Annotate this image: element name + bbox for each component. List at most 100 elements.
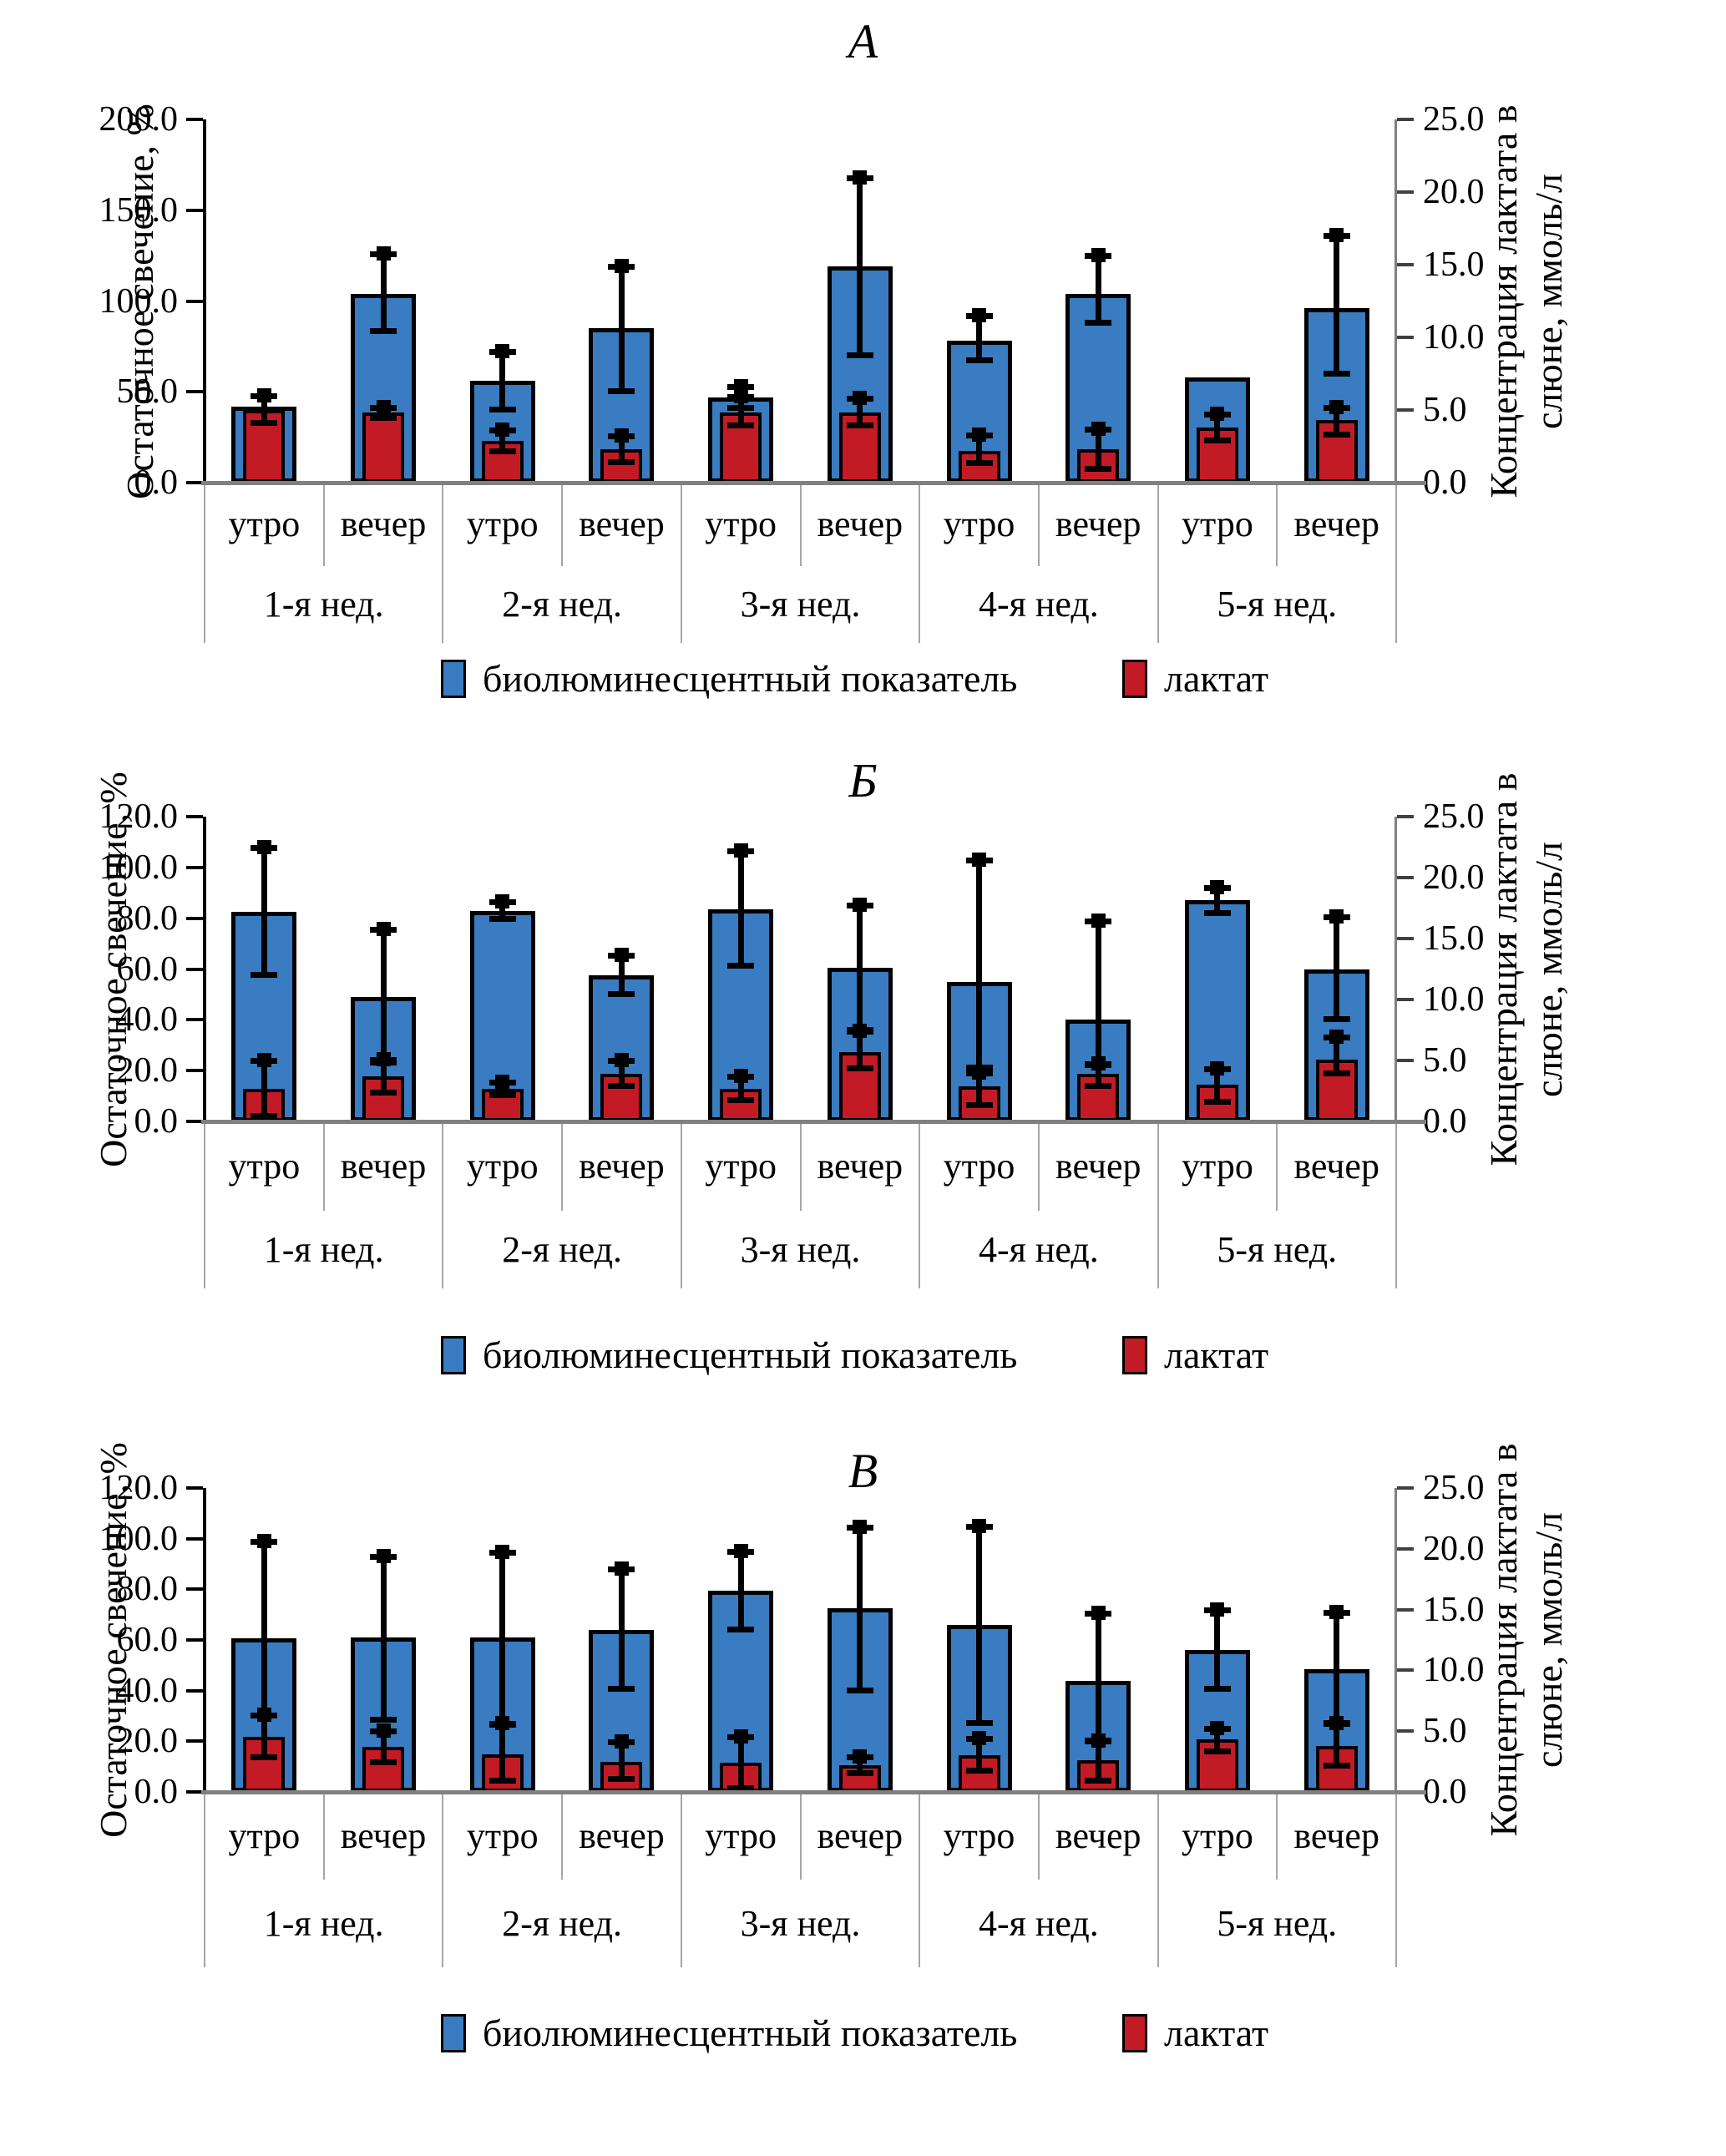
red-error-bar-line (737, 397, 744, 427)
red-error-bar-top-marker (376, 1723, 391, 1738)
blue-error-bar-top-marker (1091, 1606, 1106, 1621)
left-axis-tick-label: 20.0 (116, 1722, 179, 1761)
table-separator-time (1395, 1792, 1397, 1880)
right-axis-title-text: Концентрация лактата в слюне, ммоль/л (1481, 104, 1572, 498)
blue-error-bar-line (618, 954, 625, 994)
week-label: 3-я нед. (740, 584, 861, 625)
right-axis-tick (1397, 876, 1414, 879)
week-label: 3-я нед. (740, 1228, 861, 1270)
red-error-bar-cap-bottom (488, 1777, 516, 1784)
legend-label-bioluminescent: биолюминесцентный показатель (483, 1334, 1018, 1376)
left-axis-tick-label: 0.0 (134, 1773, 179, 1811)
left-axis-tick (186, 390, 203, 394)
left-axis-line (203, 119, 206, 483)
red-error-bar-cap-bottom (488, 1092, 516, 1099)
red-error-bar-cap-bottom (251, 1754, 278, 1761)
legend-swatch-lactate (1122, 660, 1147, 698)
red-error-bar-cap-bottom (608, 1776, 635, 1783)
right-axis-tick (1397, 336, 1414, 339)
legend-label-bioluminescent: биолюминесцентный показатель (483, 2012, 1018, 2054)
blue-error-bar-top-marker (614, 259, 629, 274)
time-label: утро (705, 1814, 777, 1856)
blue-error-bar-line (499, 1552, 506, 1725)
red-error-bar-line (1214, 1728, 1221, 1752)
plot-area: 200.0 150.0 100.0 50.0 0.0 25.0 20.0 15.0 10.0 5.… (99, 100, 1485, 502)
blue-error-bar-top-marker (495, 1545, 510, 1560)
right-axis-line (1394, 817, 1397, 1121)
red-error-bar-top-marker (853, 1749, 868, 1764)
blue-error-bar-top-marker (256, 1533, 271, 1548)
blue-error-bar-cap-bottom (608, 388, 635, 395)
right-axis-tick-label: 25.0 (1423, 797, 1485, 836)
red-error-bar-top-marker (614, 1734, 629, 1749)
blue-error-bar-top-marker (376, 922, 391, 937)
red-error-bar-top-marker (1091, 421, 1106, 436)
time-label: утро (943, 504, 1015, 544)
table-separator-time (204, 1792, 205, 1880)
right-axis-tick-label: 25.0 (1423, 1469, 1485, 1507)
week-label: 1-я нед. (263, 1902, 384, 1944)
blue-error-bar-line (1334, 235, 1340, 374)
blue-error-bar-line (737, 851, 744, 967)
red-error-bar-top-marker (1329, 399, 1344, 414)
table-separator-time (1037, 1792, 1040, 1880)
blue-error-bar-line (261, 847, 267, 976)
table-separator-time (919, 483, 921, 566)
time-label: вечер (579, 504, 665, 544)
left-axis-tick-label: 0.0 (134, 463, 179, 502)
red-error-bar-top-marker (1091, 1056, 1106, 1071)
time-label: утро (1182, 504, 1253, 544)
table-separator-time (561, 483, 564, 566)
blue-error-bar-cap-bottom (965, 357, 993, 364)
red-error-bar-top-marker (853, 391, 868, 406)
red-error-bar-cap-bottom (965, 1102, 993, 1109)
blue-error-bar-top-marker (1329, 228, 1344, 243)
table-separator-week (680, 1211, 682, 1288)
panel-title: В (848, 1444, 878, 1498)
blue-error-bar-cap-bottom (251, 972, 278, 979)
red-error-bar-line (1334, 1723, 1340, 1767)
blue-error-bar-cap-bottom (1203, 1686, 1231, 1693)
right-axis-tick (1397, 1607, 1414, 1612)
legend-label-bioluminescent: биолюминесцентный показатель (483, 657, 1018, 700)
table-separator-time (1395, 483, 1397, 566)
right-axis-tick (1397, 190, 1414, 194)
time-label: вечер (1293, 1814, 1379, 1856)
right-axis-tick (1397, 1668, 1414, 1673)
red-error-bar-top-marker (376, 399, 391, 414)
week-label: 2-я нед. (502, 1902, 622, 1944)
left-axis-tick (186, 865, 203, 869)
red-error-bar-top-marker (1210, 1721, 1225, 1736)
right-axis-tick (1397, 1546, 1414, 1551)
right-axis-tick (1397, 937, 1414, 940)
blue-error-bar-line (1334, 917, 1340, 1020)
red-error-bar-line (618, 1742, 625, 1780)
right-axis-tick (1397, 998, 1414, 1001)
table-separator-time (442, 1792, 444, 1880)
time-label: утро (705, 1145, 777, 1187)
table-separator-week (919, 566, 921, 643)
red-error-bar-top-marker (1329, 1030, 1344, 1045)
red-error-bar-top-marker (972, 427, 987, 442)
legend-swatch-bioluminescent (441, 2014, 466, 2052)
time-label: вечер (1293, 1145, 1379, 1187)
blue-error-bar-top-marker (853, 898, 868, 913)
week-label: 5-я нед. (1217, 1902, 1338, 1944)
left-axis-tick-label: 120.0 (99, 797, 179, 836)
time-label: утро (228, 504, 301, 544)
table-separator-time (799, 1121, 802, 1211)
red-error-bar-top-marker (256, 1708, 271, 1723)
panel-a: А Остаточное свечение, % Концентрация лакт… (0, 0, 1726, 718)
red-error-bar-cap-bottom (370, 1759, 397, 1766)
blue-error-bar-line (857, 1527, 863, 1691)
time-label: вечер (579, 1145, 665, 1187)
time-label: утро (228, 1145, 301, 1187)
week-label: 4-я нед. (978, 584, 1099, 625)
right-axis-tick-label: 15.0 (1423, 919, 1485, 958)
red-bar (1196, 427, 1238, 483)
blue-error-bar-line (499, 352, 506, 410)
blue-error-bar-line (857, 177, 863, 356)
table-separator-time (680, 483, 682, 566)
time-label: утро (228, 1814, 301, 1856)
x-axis-baseline (201, 1120, 1426, 1124)
